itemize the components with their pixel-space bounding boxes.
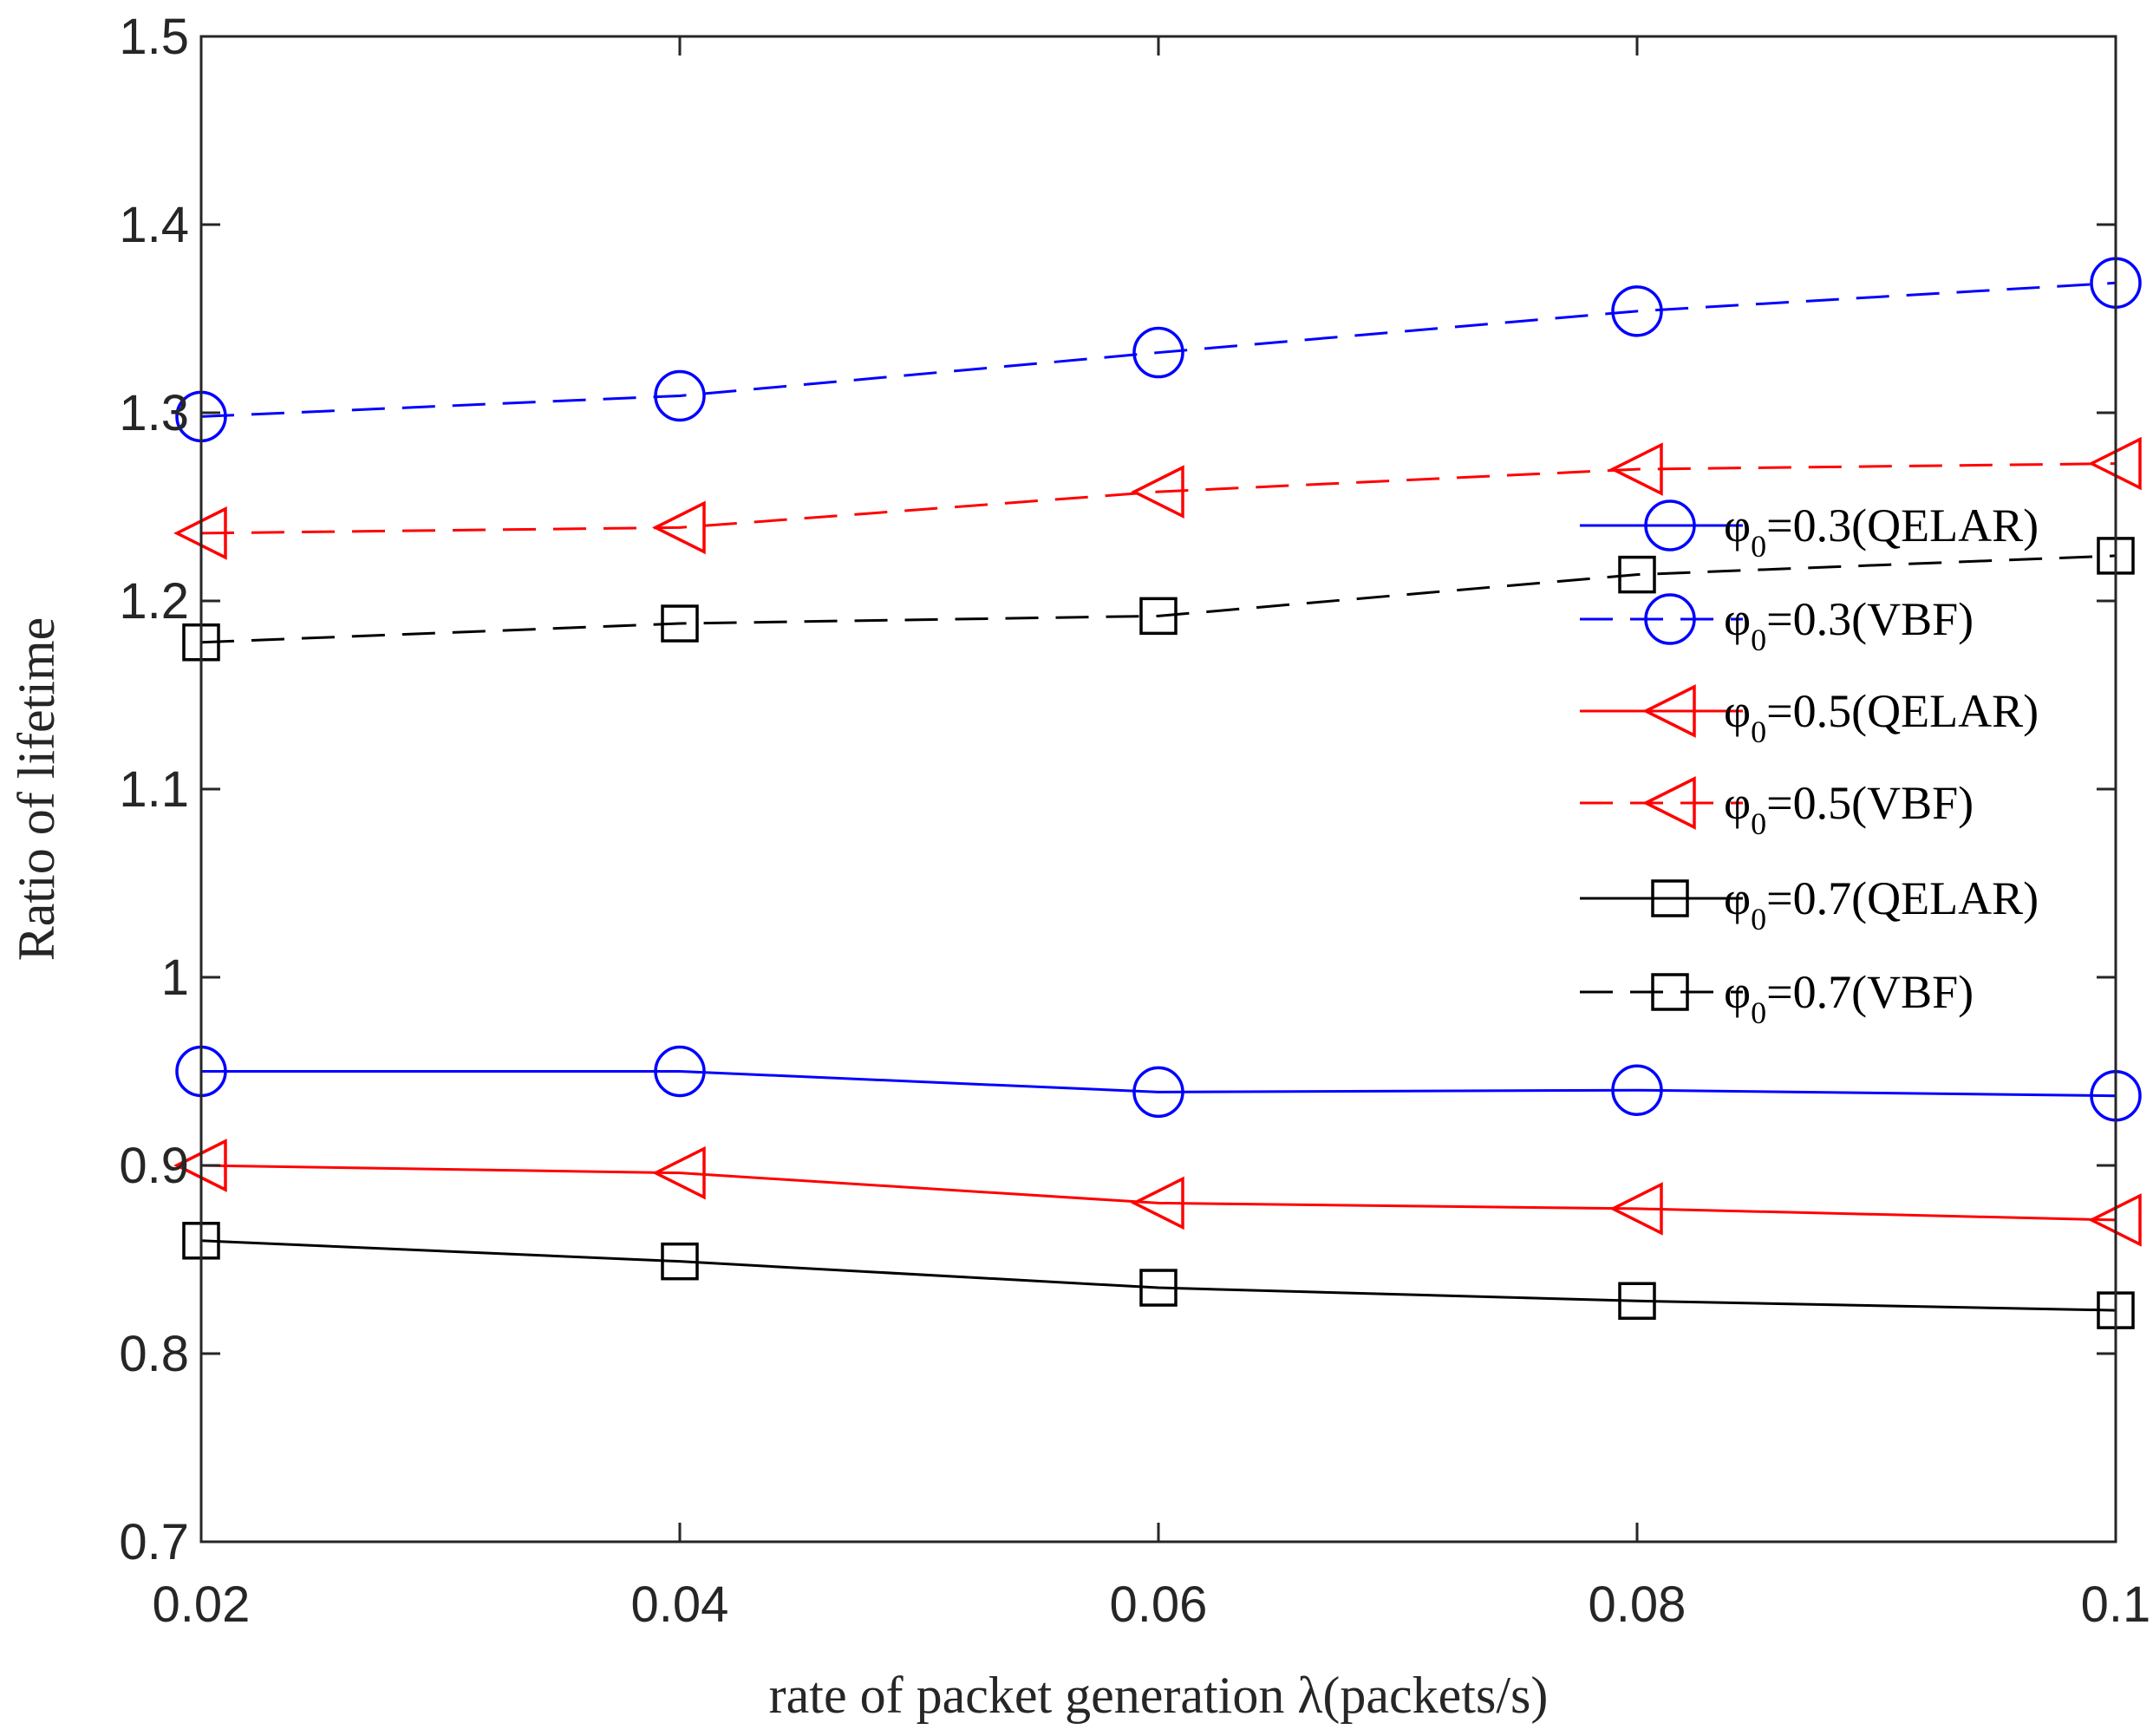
data-point: [1618, 555, 1656, 594]
data-point: [1611, 1064, 1663, 1116]
data-point: [652, 500, 706, 555]
data-point: [1609, 442, 1663, 496]
data-point: [661, 604, 699, 643]
legend-label: φ0=0.5(VBF): [1724, 777, 1974, 841]
y-tick-label: 1.2: [119, 573, 189, 630]
x-tick-label: 0.08: [1589, 1576, 1687, 1633]
data-point: [654, 369, 706, 422]
y-axis-label: Ratio of lifetime: [8, 617, 65, 962]
series-line: [201, 1070, 2117, 1098]
legend-marker: [1644, 499, 1696, 551]
legend-entry-3: φ0=0.5(VBF): [1580, 776, 1974, 841]
axis-ticks: 0.02 0.04 0.06 0.08 0.1 0.7 0.8 0.9 1 1.1 1.2 1.3 1.…: [119, 9, 2150, 1633]
y-tick-label: 1.1: [119, 761, 189, 818]
data-point: [1132, 326, 1184, 379]
data-point: [1609, 1182, 1663, 1236]
legend-label: φ0=0.5(QELAR): [1724, 685, 2039, 749]
x-tick-label: 0.04: [631, 1576, 729, 1633]
legend-marker: [1642, 684, 1696, 738]
data-point: [1131, 1176, 1184, 1230]
y-tick-label: 0.7: [119, 1514, 189, 1570]
data-point: [1131, 465, 1184, 519]
series-line: [200, 462, 2117, 535]
legend-entry-4: φ0=0.7(QELAR): [1580, 872, 2039, 937]
y-tick-label: 1.4: [119, 197, 189, 253]
legend-label: φ0=0.3(VBF): [1724, 593, 1974, 657]
series-line: [200, 1239, 2117, 1312]
legend-label: φ0=0.7(QELAR): [1724, 872, 2039, 937]
legend-label: φ0=0.7(VBF): [1724, 966, 1974, 1030]
x-tick-label: 0.1: [2081, 1576, 2151, 1633]
series-line: [200, 281, 2117, 418]
legend-entry-2: φ0=0.5(QELAR): [1580, 684, 2039, 749]
data-point: [1139, 1269, 1178, 1307]
data-point: [1618, 1282, 1656, 1320]
y-tick-label: 0.9: [119, 1138, 189, 1194]
legend-entry-1: φ0=0.3(VBF): [1580, 593, 1974, 657]
data-point: [1611, 285, 1663, 337]
data-point: [1139, 597, 1178, 636]
y-tick-label: 1: [161, 950, 189, 1006]
x-tick-label: 0.06: [1110, 1576, 1208, 1633]
y-tick-label: 1.3: [119, 385, 189, 441]
legend-marker: [1651, 973, 1689, 1011]
data-point: [652, 1145, 706, 1200]
y-tick-label: 1.5: [119, 9, 189, 65]
x-tick-label: 0.02: [153, 1576, 251, 1633]
plot-area: [173, 257, 2142, 1329]
legend-marker: [1651, 879, 1689, 917]
series-1: [175, 257, 2142, 443]
legend: φ0=0.3(QELAR) φ0=0.3(VBF) φ0=0.5(QELAR) φ0=…: [1580, 499, 2039, 1030]
data-point: [661, 1242, 699, 1281]
y-tick-label: 0.8: [119, 1326, 189, 1382]
series-line: [200, 1164, 2117, 1222]
data-point: [1132, 1066, 1184, 1119]
legend-label: φ0=0.3(QELAR): [1724, 499, 2039, 564]
legend-entry-5: φ0=0.7(VBF): [1580, 966, 1974, 1030]
series-line: [200, 554, 2117, 644]
x-axis-label: rate of packet generation λ(packets/s): [769, 1667, 1549, 1724]
legend-marker: [1644, 593, 1696, 645]
data-point: [654, 1045, 706, 1098]
legend-marker: [1642, 776, 1696, 830]
legend-entry-0: φ0=0.3(QELAR): [1580, 499, 2039, 564]
